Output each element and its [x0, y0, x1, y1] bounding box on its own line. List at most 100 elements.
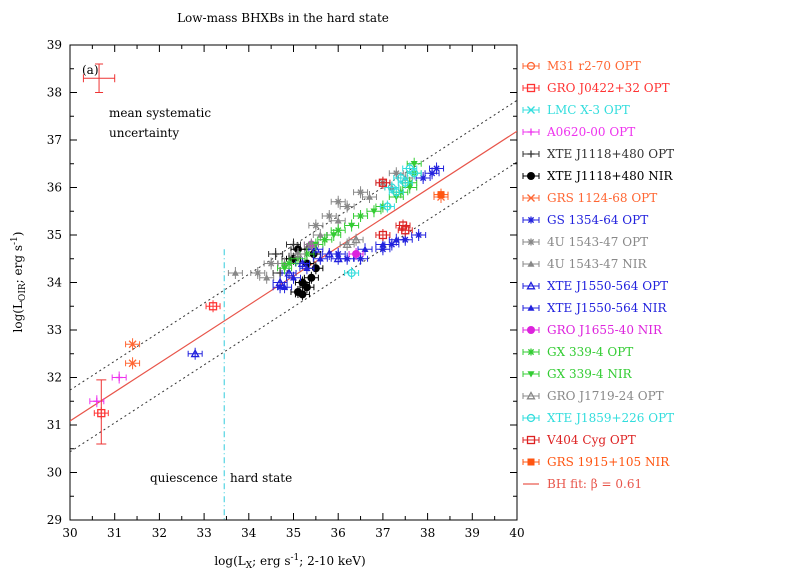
- data-point-marker: [334, 217, 342, 224]
- data-point: [321, 248, 337, 260]
- data-point: [263, 257, 279, 270]
- data-point: [388, 233, 404, 246]
- legend-entry: XTE J1550-564 OPT: [522, 279, 668, 293]
- data-point: [227, 267, 243, 279]
- quiescence-label: quiescence: [150, 471, 218, 485]
- data-point-marker: [437, 191, 445, 199]
- data-point-marker: [352, 250, 361, 258]
- legend-entry: LMC X-3 OPT: [522, 103, 630, 117]
- legend-marker: [526, 83, 536, 93]
- x-tick-label: 30: [62, 526, 77, 540]
- legend-entry: M31 r2-70 OPT: [522, 59, 641, 73]
- x-tick-label: 37: [375, 526, 390, 540]
- legend-marker: [527, 150, 535, 158]
- data-point: [250, 267, 266, 279]
- data-point-marker: [307, 273, 316, 282]
- data-point: [326, 229, 342, 241]
- data-point-marker: [303, 264, 311, 272]
- data-point-marker: [316, 255, 324, 262]
- axis-ticks-layer: 30 31 32 33 34 35 36 37 38 39 40293031323334353637…: [47, 38, 525, 540]
- data-point: [353, 210, 369, 222]
- legend-entry: 4U 1543-47 NIR: [522, 257, 647, 271]
- data-point: [286, 271, 301, 284]
- legend-label: GX 339-4 OPT: [547, 345, 633, 359]
- data-point-marker: [392, 236, 400, 243]
- legend-marker: [527, 326, 535, 334]
- data-point-marker: [263, 274, 271, 281]
- data-point: [330, 214, 346, 227]
- data-point-marker: [325, 212, 333, 220]
- legend-marker: [527, 371, 535, 378]
- y-tick-label: 32: [47, 371, 62, 385]
- data-point: [411, 229, 427, 241]
- data-point: [299, 262, 315, 275]
- data-point-marker: [419, 174, 427, 182]
- data-point: [321, 210, 337, 222]
- data-point-marker: [370, 208, 378, 215]
- data-point: [330, 195, 346, 208]
- data-point-marker: [290, 274, 297, 281]
- boundary-layer: [82, 63, 225, 520]
- data-point: [330, 224, 346, 237]
- data-point: [303, 238, 319, 251]
- data-point-marker: [324, 249, 334, 258]
- data-point: [312, 252, 328, 265]
- x-tick-label: 38: [420, 526, 435, 540]
- data-point-marker: [298, 290, 307, 299]
- data-point-marker: [396, 173, 405, 183]
- data-point: [339, 238, 355, 251]
- y-tick-label: 30: [47, 466, 62, 480]
- data-point: [353, 186, 369, 199]
- data-point: [290, 248, 306, 260]
- legend-fit-label: BH fit: β = 0.61: [547, 477, 642, 491]
- legend-marker: [527, 128, 535, 136]
- data-point-marker: [379, 241, 387, 248]
- data-point: [344, 219, 360, 232]
- x-tick-label: 39: [465, 526, 480, 540]
- data-point-error-large: [96, 379, 107, 445]
- data-point-marker: [387, 183, 396, 192]
- data-point-marker: [293, 249, 303, 258]
- data-point: [357, 243, 373, 256]
- data-point: [375, 176, 391, 189]
- data-point: [294, 288, 310, 301]
- data-point: [125, 357, 141, 370]
- legend: M31 r2-70 OPT GRO J0422+32 OPT LMC X-3 OPT…: [522, 59, 674, 491]
- data-point-marker: [357, 212, 365, 220]
- x-tick-label: 34: [241, 526, 257, 540]
- legend-label: 4U 1543-47 OPT: [547, 235, 648, 249]
- legend-entry: 4U 1543-47 OPT: [522, 235, 648, 249]
- legend-label: A0620-00 OPT: [546, 125, 635, 139]
- data-point-marker: [311, 244, 321, 253]
- data-point: [406, 167, 422, 180]
- legend-label: GRO J0422+32 OPT: [547, 81, 670, 95]
- data-point-marker: [343, 203, 351, 210]
- legend-label: XTE J1118+480 NIR: [547, 169, 673, 183]
- y-tick-label: 34: [47, 276, 63, 290]
- legend-marker: [527, 260, 535, 267]
- data-point-marker: [321, 236, 329, 244]
- legend-marker: [527, 216, 535, 224]
- data-point-marker: [342, 239, 352, 248]
- data-point-marker: [383, 202, 392, 211]
- legend-label: XTE J1550-564 OPT: [547, 279, 668, 293]
- data-point: [397, 224, 413, 237]
- legend-entry: GX 339-4 NIR: [522, 367, 633, 381]
- legend-label: M31 r2-70 OPT: [547, 59, 641, 73]
- data-point-marker: [405, 164, 414, 173]
- legend-entry: GRO J0422+32 OPT: [522, 81, 670, 95]
- x-tick-label: 35: [286, 526, 301, 540]
- legend-label: GRS 1124-68 OPT: [547, 191, 657, 205]
- uncertainty-label-line2: uncertainty: [109, 126, 179, 140]
- data-point: [330, 252, 346, 265]
- data-point: [348, 233, 364, 246]
- data-point-marker: [128, 340, 137, 349]
- data-point-marker: [281, 283, 289, 291]
- data-point: [402, 162, 418, 175]
- chart-title: Low-mass BHXBs in the hard state: [177, 11, 389, 25]
- data-point-marker: [272, 250, 280, 258]
- legend-entry: XTE J1118+480 OPT: [522, 147, 674, 161]
- data-point-marker: [415, 231, 423, 239]
- data-point: [379, 200, 395, 213]
